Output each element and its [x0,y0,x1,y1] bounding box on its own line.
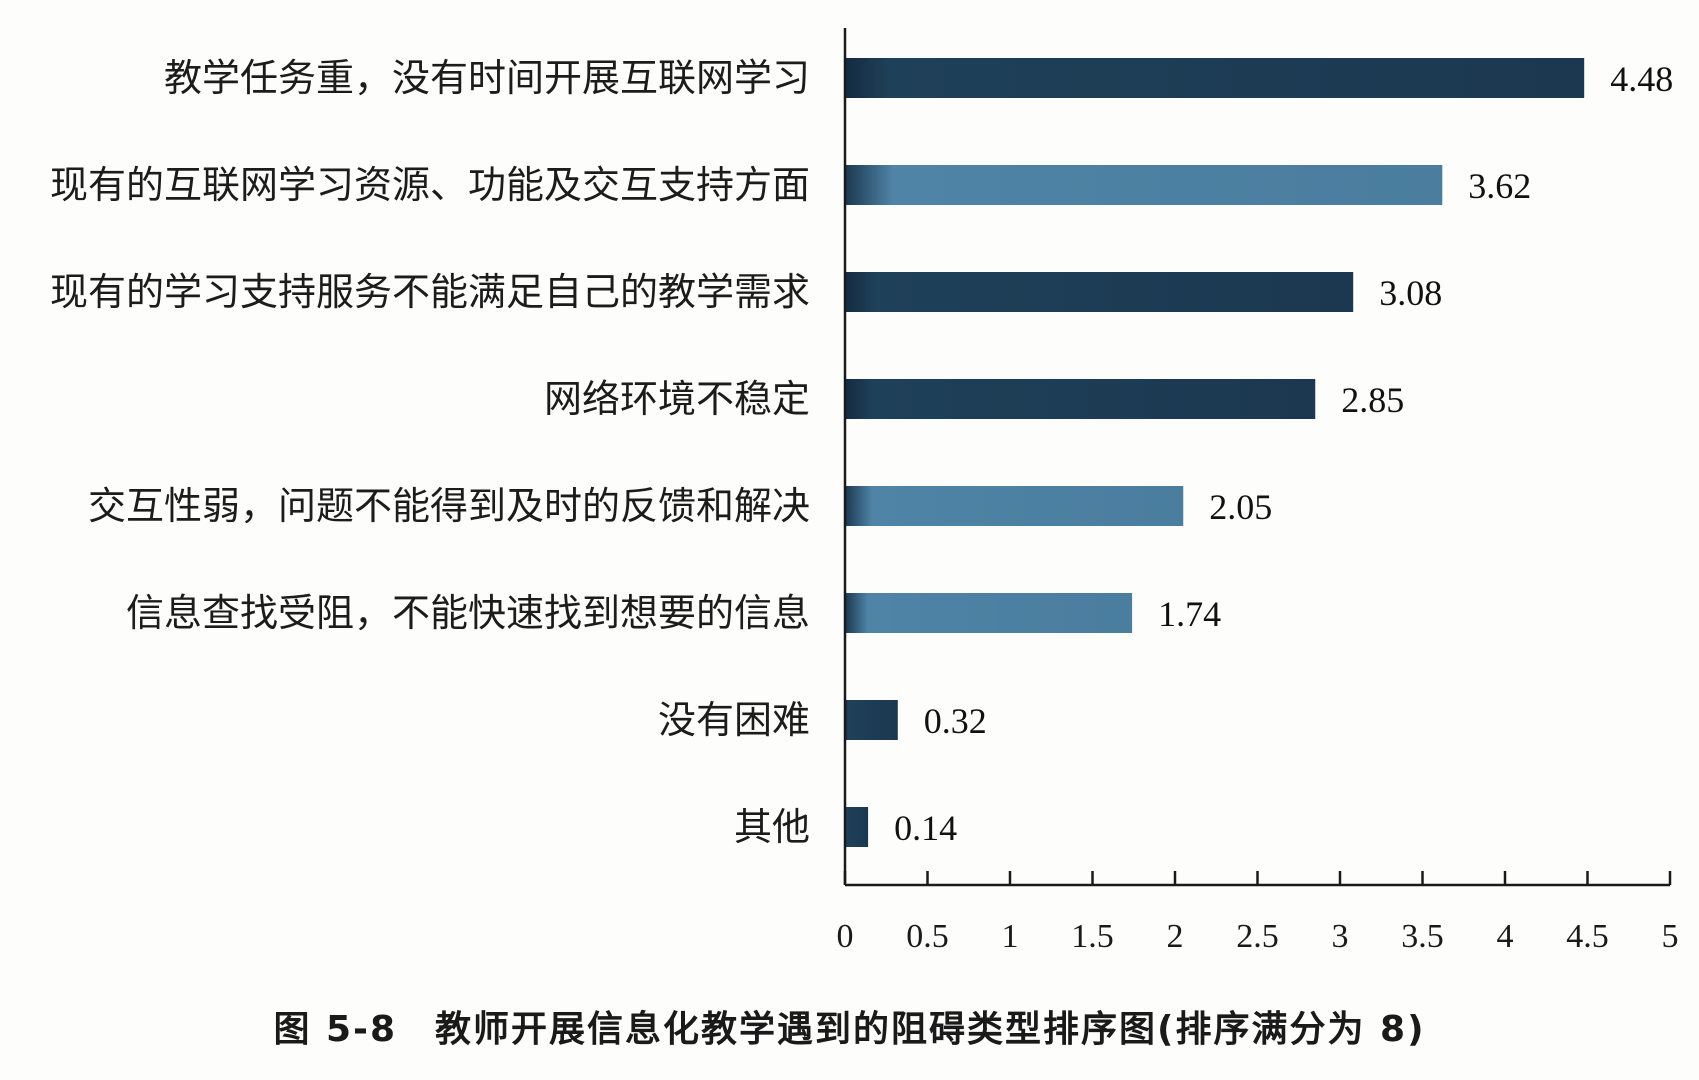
x-tick-label-8: 4 [1497,918,1514,955]
value-labels: 4.48 3.62 3.08 2.85 2.05 1.74 0.32 0.14 [894,59,1673,848]
bar-chart: 教学任务重，没有时间开展互联网学习现有的互联网学习资源、功能及交互支持方面现有的… [50,28,1679,955]
bar-3 [845,379,1316,419]
category-labels: 教学任务重，没有时间开展互联网学习现有的互联网学习资源、功能及交互支持方面现有的… [50,56,810,849]
bar-0 [845,58,1585,98]
bar-6 [845,700,898,740]
x-tick-label-3: 1.5 [1071,918,1114,955]
category-label-0: 教学任务重，没有时间开展互联网学习 [164,56,810,100]
bar-4 [845,486,1184,526]
value-label-3: 2.85 [1341,380,1404,420]
bar-1 [845,165,1443,205]
category-label-3: 网络环境不稳定 [544,377,810,421]
x-tick-label-0: 0 [837,918,854,955]
category-label-4: 交互性弱，问题不能得到及时的反馈和解决 [88,484,810,528]
x-tick-label-9: 4.5 [1566,918,1609,955]
x-tick-label-1: 0.5 [906,918,949,955]
value-label-5: 1.74 [1158,594,1221,634]
category-label-2: 现有的学习支持服务不能满足自己的教学需求 [50,270,810,314]
figure-caption: 图 5-8 教师开展信息化教学遇到的阻碍类型排序图(排序满分为 8) [273,1009,1426,1050]
value-label-7: 0.14 [894,808,957,848]
axes: 0 0.5 1 1.5 2 2.5 3 3.5 4 4.5 5 [837,28,1679,955]
value-label-0: 4.48 [1610,59,1673,99]
category-label-5: 信息查找受阻，不能快速找到想要的信息 [126,591,810,635]
x-tick-label-5: 2.5 [1236,918,1279,955]
value-label-2: 3.08 [1379,273,1442,313]
x-tick-label-4: 2 [1167,918,1184,955]
x-tick-label-10: 5 [1662,918,1679,955]
x-tick-label-6: 3 [1332,918,1349,955]
bar-5 [845,593,1133,633]
value-label-1: 3.62 [1468,166,1531,206]
x-tick-label-2: 1 [1002,918,1019,955]
category-label-1: 现有的互联网学习资源、功能及交互支持方面 [50,163,810,207]
value-label-4: 2.05 [1209,487,1272,527]
category-label-7: 其他 [734,805,810,849]
bar-2 [845,272,1354,312]
x-tick-label-7: 3.5 [1401,918,1444,955]
category-label-6: 没有困难 [658,698,810,742]
bar-7 [845,807,869,847]
value-label-6: 0.32 [924,701,987,741]
bars-layer [845,58,1585,847]
